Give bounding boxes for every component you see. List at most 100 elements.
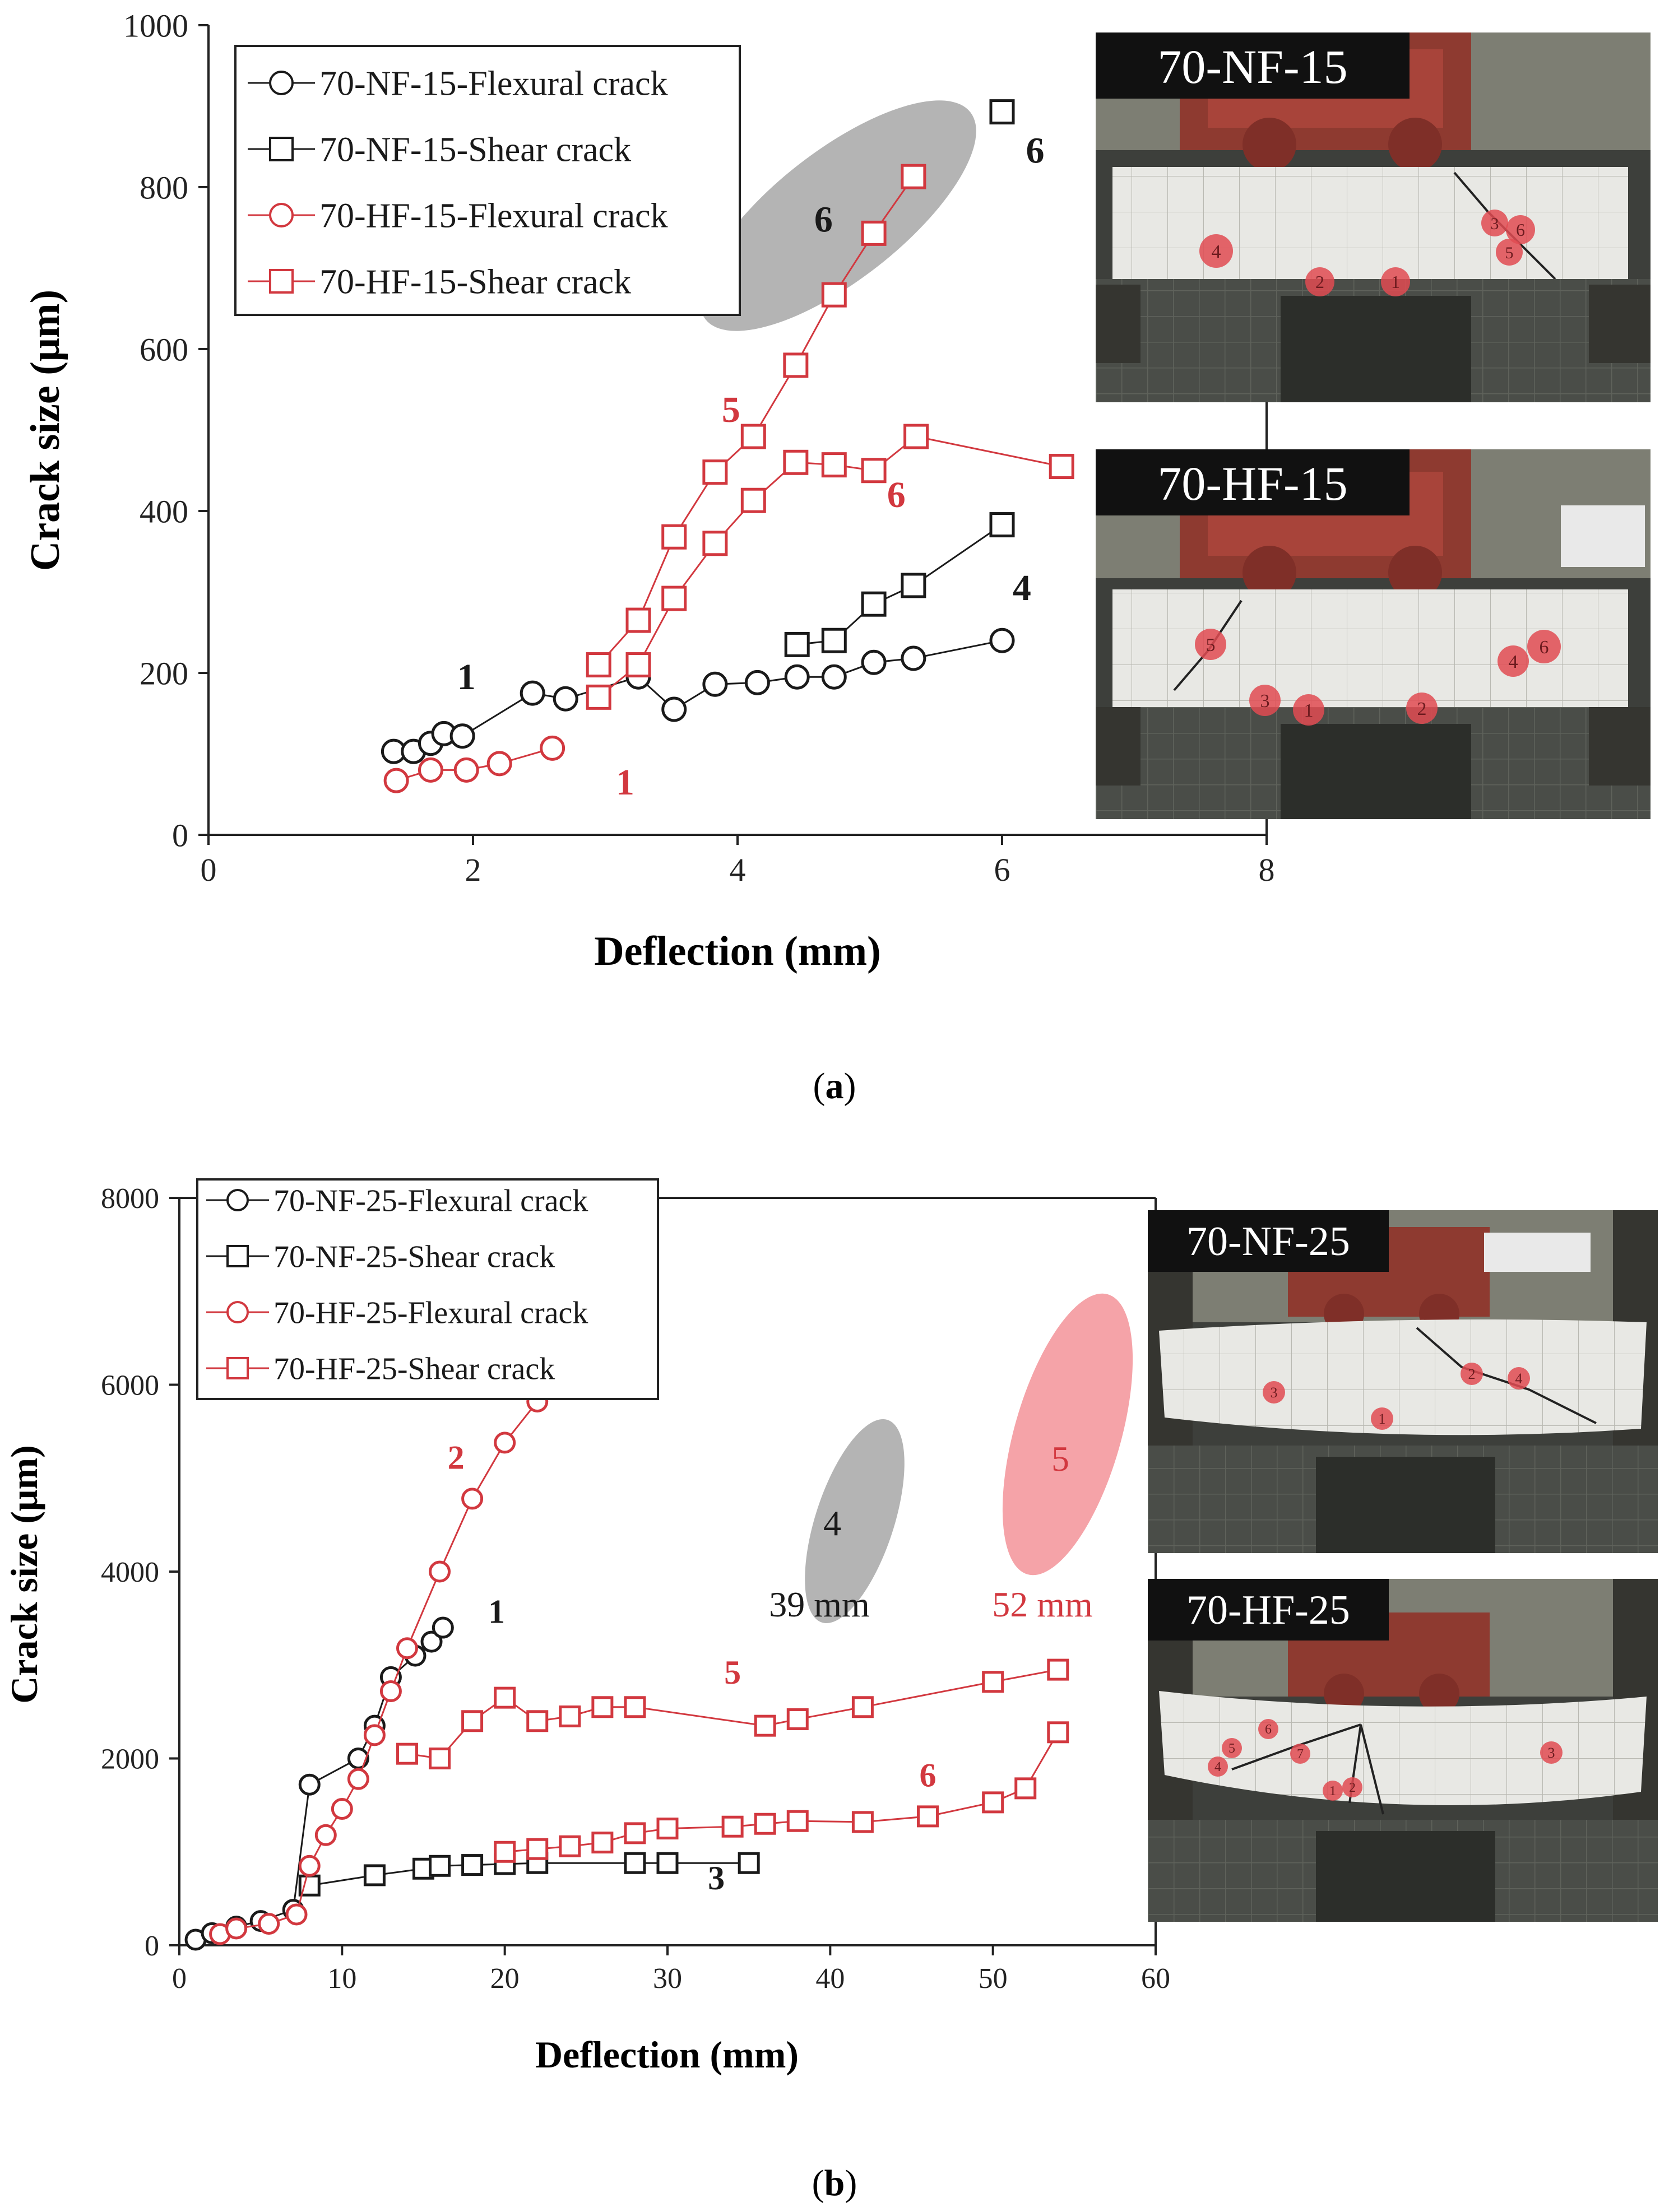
data-point <box>754 1813 776 1835</box>
data-point <box>453 757 479 783</box>
photo-marker: 6 <box>1506 215 1535 244</box>
data-point <box>821 282 847 308</box>
svg-text:5: 5 <box>1206 635 1216 656</box>
annotations-b: 1 2 3 5 6 <box>448 1439 937 1897</box>
svg-text:5: 5 <box>1228 1741 1235 1756</box>
y-tick-label: 0 <box>145 1930 159 1962</box>
x-tick-label: 0 <box>172 1963 187 1995</box>
legend-marker <box>269 137 294 161</box>
x-tick-label: 2 <box>465 852 481 888</box>
photo-marker: 1 <box>1371 1407 1393 1430</box>
photo-label: 70-HF-15 <box>1157 457 1347 510</box>
data-point <box>591 1696 614 1718</box>
series-line <box>797 524 1003 645</box>
data-point <box>624 1822 646 1844</box>
photo-marker: 2 <box>1406 693 1438 724</box>
data-point <box>901 573 926 598</box>
data-point <box>494 1686 516 1709</box>
svg-text:2: 2 <box>1417 699 1427 719</box>
data-point <box>754 1714 776 1737</box>
data-point <box>901 645 926 671</box>
x-tick-label: 20 <box>490 1963 520 1995</box>
data-point <box>461 1854 484 1876</box>
y-tick-label: 600 <box>140 331 188 368</box>
data-point <box>661 696 687 722</box>
data-point <box>861 649 887 675</box>
data-point <box>744 670 770 695</box>
data-point <box>821 664 847 690</box>
data-point <box>861 591 887 617</box>
photo-marker: 2 <box>1342 1777 1362 1797</box>
axis-ticks-b: 0 10 20 30 40 50 60 0 2000 4000 6000 8000 <box>101 1183 1170 1995</box>
data-point <box>625 652 651 678</box>
data-point <box>989 99 1015 125</box>
data-point <box>363 1724 386 1746</box>
data-point <box>449 723 475 749</box>
svg-text:3: 3 <box>1260 691 1270 712</box>
legend-marker <box>226 1357 249 1379</box>
data-point <box>702 459 728 485</box>
legend-label: 70-NF-25-Shear crack <box>273 1240 555 1275</box>
data-point <box>461 1710 484 1732</box>
data-annotation: 6 <box>920 1757 937 1794</box>
data-point <box>418 757 443 783</box>
y-tick-label: 200 <box>140 655 188 691</box>
data-point <box>420 1630 443 1653</box>
svg-text:1: 1 <box>1391 272 1400 292</box>
data-point <box>494 1841 516 1863</box>
svg-text:6: 6 <box>1516 220 1525 240</box>
legend-label: 70-HF-25-Flexural crack <box>273 1296 588 1331</box>
x-tick-label: 40 <box>815 1963 845 1995</box>
data-annotation: 1 <box>457 657 476 698</box>
data-point <box>861 458 887 484</box>
svg-text:1: 1 <box>1304 700 1314 721</box>
ellipse-label-4: 4 <box>823 1503 841 1543</box>
data-point <box>429 1855 451 1877</box>
data-point <box>258 1913 280 1935</box>
data-annotation: 6 <box>887 475 906 515</box>
data-point <box>982 1791 1004 1814</box>
data-point <box>702 671 728 697</box>
legend-label: 70-NF-15-Shear crack <box>319 131 631 169</box>
data-point <box>520 680 545 706</box>
svg-text:1: 1 <box>1379 1411 1386 1427</box>
data-point <box>432 1616 454 1639</box>
svg-text:7: 7 <box>1297 1747 1304 1762</box>
highlight-ellipse-4 <box>805 1419 905 1623</box>
data-point <box>1014 1777 1037 1800</box>
legend-marker <box>226 1189 249 1211</box>
x-tick-label: 6 <box>994 852 1010 888</box>
data-point <box>396 1637 418 1660</box>
data-point <box>738 1852 760 1874</box>
data-point <box>821 628 847 653</box>
y-tick-label: 8000 <box>101 1183 159 1215</box>
data-point <box>656 1852 679 1874</box>
ellipse-note-39mm: 39 mm <box>769 1584 870 1624</box>
legend-label: 70-HF-25-Shear crack <box>273 1352 555 1387</box>
photo-marker: 6 <box>1258 1719 1278 1739</box>
svg-text:6: 6 <box>1540 637 1549 658</box>
data-annotation: 4 <box>1013 568 1031 608</box>
svg-text:2: 2 <box>1349 1781 1356 1795</box>
x-tick-label: 60 <box>1141 1963 1170 1995</box>
photo-marker: 4 <box>1508 1367 1530 1390</box>
svg-text:4: 4 <box>1509 652 1518 672</box>
data-point <box>851 1696 874 1718</box>
photo-70-hf-15: 70-HF-15 5 3 1 2 4 6 <box>1096 449 1651 819</box>
data-annotation: 3 <box>708 1860 725 1897</box>
photo-marker: 3 <box>1263 1381 1285 1404</box>
svg-text:3: 3 <box>1491 215 1499 233</box>
data-point <box>347 1748 369 1769</box>
y-tick-label: 800 <box>140 169 188 206</box>
data-point <box>783 449 809 475</box>
data-point <box>225 1917 248 1940</box>
data-point <box>461 1488 484 1510</box>
data-point <box>429 1560 451 1583</box>
data-point <box>526 1710 549 1732</box>
highlight-ellipse-6 <box>699 100 976 331</box>
svg-text:3: 3 <box>1548 1745 1555 1761</box>
data-point <box>661 524 687 550</box>
data-annotation: 1 <box>616 762 634 803</box>
x-tick-label: 4 <box>730 852 746 888</box>
data-annotation: 6 <box>814 199 833 240</box>
